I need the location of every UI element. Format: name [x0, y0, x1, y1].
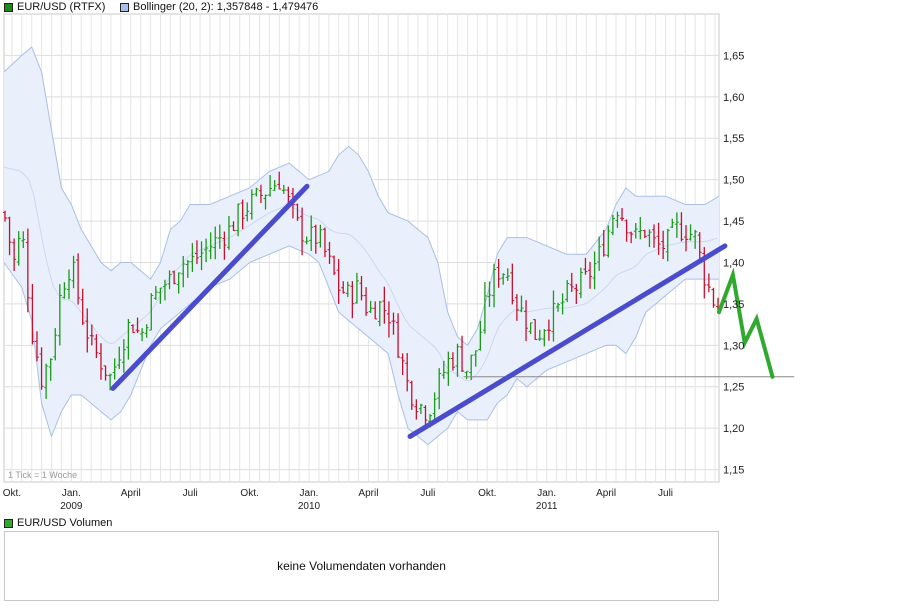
x-tick-label: Okt. [478, 488, 496, 499]
ohlc-bars [2, 171, 721, 428]
y-tick-label: 1,45 [723, 216, 744, 228]
y-tick-label: 1,30 [723, 340, 744, 352]
y-tick-label: 1,35 [723, 299, 744, 311]
legend-bollinger: Bollinger (20, 2): 1,357848 - 1,479476 [120, 1, 318, 13]
timeframe-note: 1 Tick = 1 Woche [8, 470, 77, 480]
bollinger-lower [3, 245, 719, 446]
x-tick-label: Jan. [537, 488, 556, 499]
volume-empty-message: keine Volumendaten vorhanden [277, 559, 446, 573]
y-tick-label: 1,40 [723, 257, 744, 269]
main-series-swatch [4, 2, 13, 12]
bollinger-label: Bollinger (20, 2): 1,357848 - 1,479476 [133, 1, 319, 13]
x-tick-label: Juli [658, 488, 673, 499]
trendline [110, 183, 310, 391]
y-tick-label: 1,50 [723, 175, 744, 187]
volume-panel: keine Volumendaten vorhanden [4, 531, 719, 601]
x-year-label: 2010 [298, 501, 321, 512]
legend-main-series: EUR/USD (RTFX) [4, 1, 105, 13]
x-tick-label: April [121, 488, 141, 499]
main-series-label: EUR/USD (RTFX) [17, 1, 106, 13]
trendline [407, 243, 728, 439]
volume-label: EUR/USD Volumen [17, 517, 113, 529]
x-tick-label: April [358, 488, 378, 499]
x-tick-label: Jan. [300, 488, 319, 499]
volume-swatch [4, 518, 13, 528]
y-tick-label: 1,60 [723, 92, 744, 104]
bollinger-bands [3, 46, 720, 446]
x-tick-label: Okt. [240, 488, 258, 499]
bollinger-middle [3, 166, 718, 382]
annotations [110, 183, 795, 439]
y-tick-label: 1,65 [723, 50, 744, 62]
x-tick-label: Juli [420, 488, 435, 499]
y-tick-label: 1,55 [723, 133, 744, 145]
x-tick-label: Juli [183, 488, 198, 499]
y-tick-label: 1,25 [723, 382, 744, 394]
y-tick-label: 1,20 [723, 423, 744, 435]
bollinger-swatch [120, 2, 129, 12]
x-year-label: 2011 [536, 501, 558, 512]
price-chart: 1,15 1,20 1,25 1,30 1,35 1,40 1,45 1,50 1,55 1,60… [2, 13, 795, 512]
x-tick-label: April [596, 488, 616, 499]
x-tick-label: Okt. [3, 488, 21, 499]
bollinger-upper [3, 46, 720, 347]
legend-volume: EUR/USD Volumen [4, 517, 112, 529]
x-year-label: 2009 [60, 501, 83, 512]
y-tick-label: 1,15 [723, 465, 744, 477]
x-tick-label: Jan. [62, 488, 81, 499]
axes: 1,15 1,20 1,25 1,30 1,35 1,40 1,45 1,50 1,55 1,60… [3, 50, 745, 512]
forecast-path [717, 267, 775, 379]
